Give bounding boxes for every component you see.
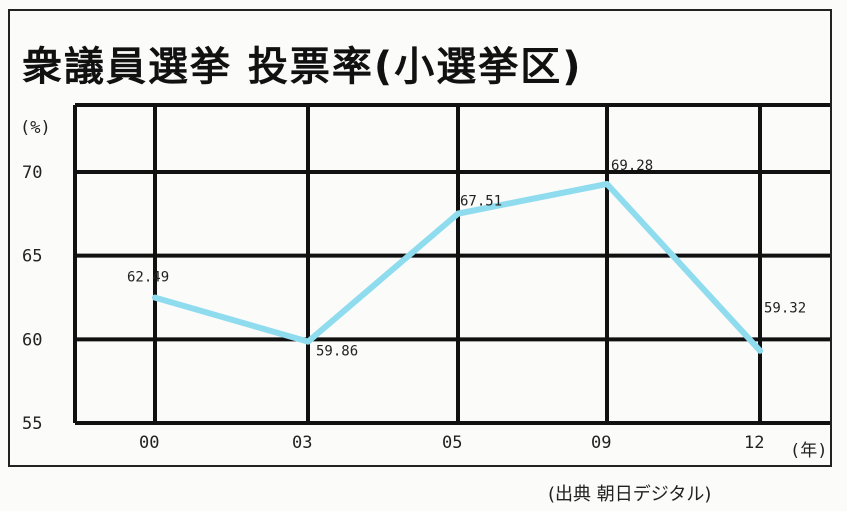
grid [73,103,830,425]
data-label: 67.51 [460,194,502,210]
series-layer: 62.49 59.86 67.51 69.28 59.32 [127,158,806,360]
x-tick-label: 05 [442,433,462,453]
x-tick-label: 00 [139,433,159,453]
x-tick-label: 09 [591,433,611,453]
x-tick-label: 12 [744,433,764,453]
data-label: 69.28 [611,158,653,174]
y-tick-label: 55 [22,414,42,434]
data-point [152,294,158,301]
chart-frame [8,9,832,467]
y-tick-label: 70 [22,163,42,183]
data-point [757,347,763,354]
y-tick-label: 65 [22,247,42,267]
data-point [604,180,610,187]
tick-labels: 70 65 60 55 00 03 05 09 12 [22,163,764,453]
data-label: 62.49 [127,270,169,286]
y-axis-unit: (%) [20,118,51,138]
source-note: (出典 朝日デジタル) [548,484,711,505]
x-tick-label: 03 [292,433,312,453]
x-axis-unit: (年) [790,441,827,461]
chart-title: 衆議員選挙 投票率(小選挙区) [22,44,583,90]
data-point [455,210,461,217]
y-tick-label: 60 [22,330,42,350]
data-label: 59.86 [316,344,358,360]
data-label: 59.32 [764,301,806,317]
data-point [305,338,311,345]
